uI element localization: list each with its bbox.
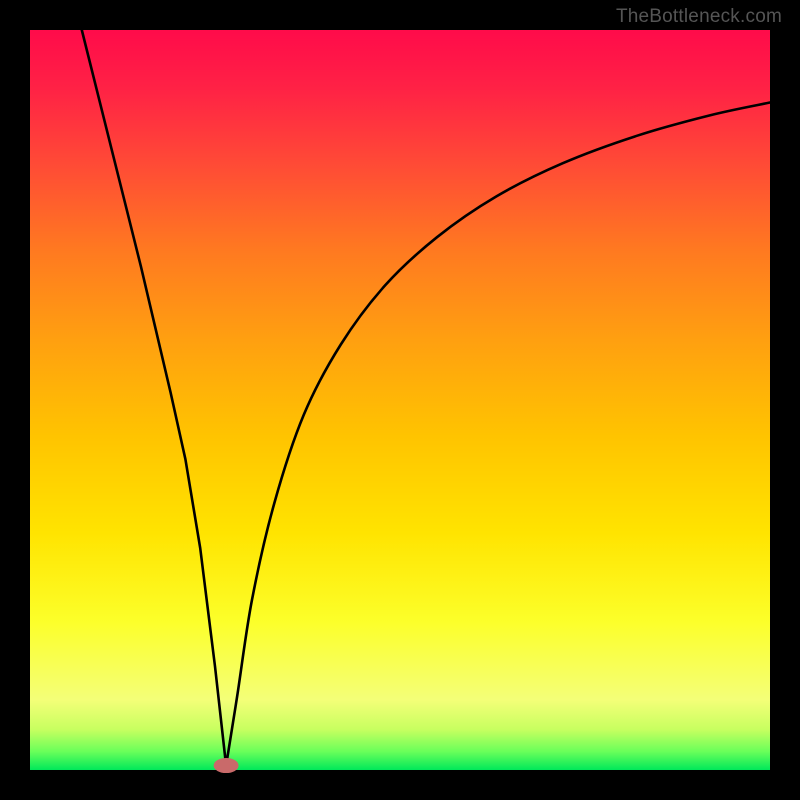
chart-frame: TheBottleneck.com [0,0,800,800]
watermark-text: TheBottleneck.com [616,6,782,28]
chart-svg [0,0,800,800]
minimum-marker [214,759,238,773]
plot-background [30,30,770,770]
